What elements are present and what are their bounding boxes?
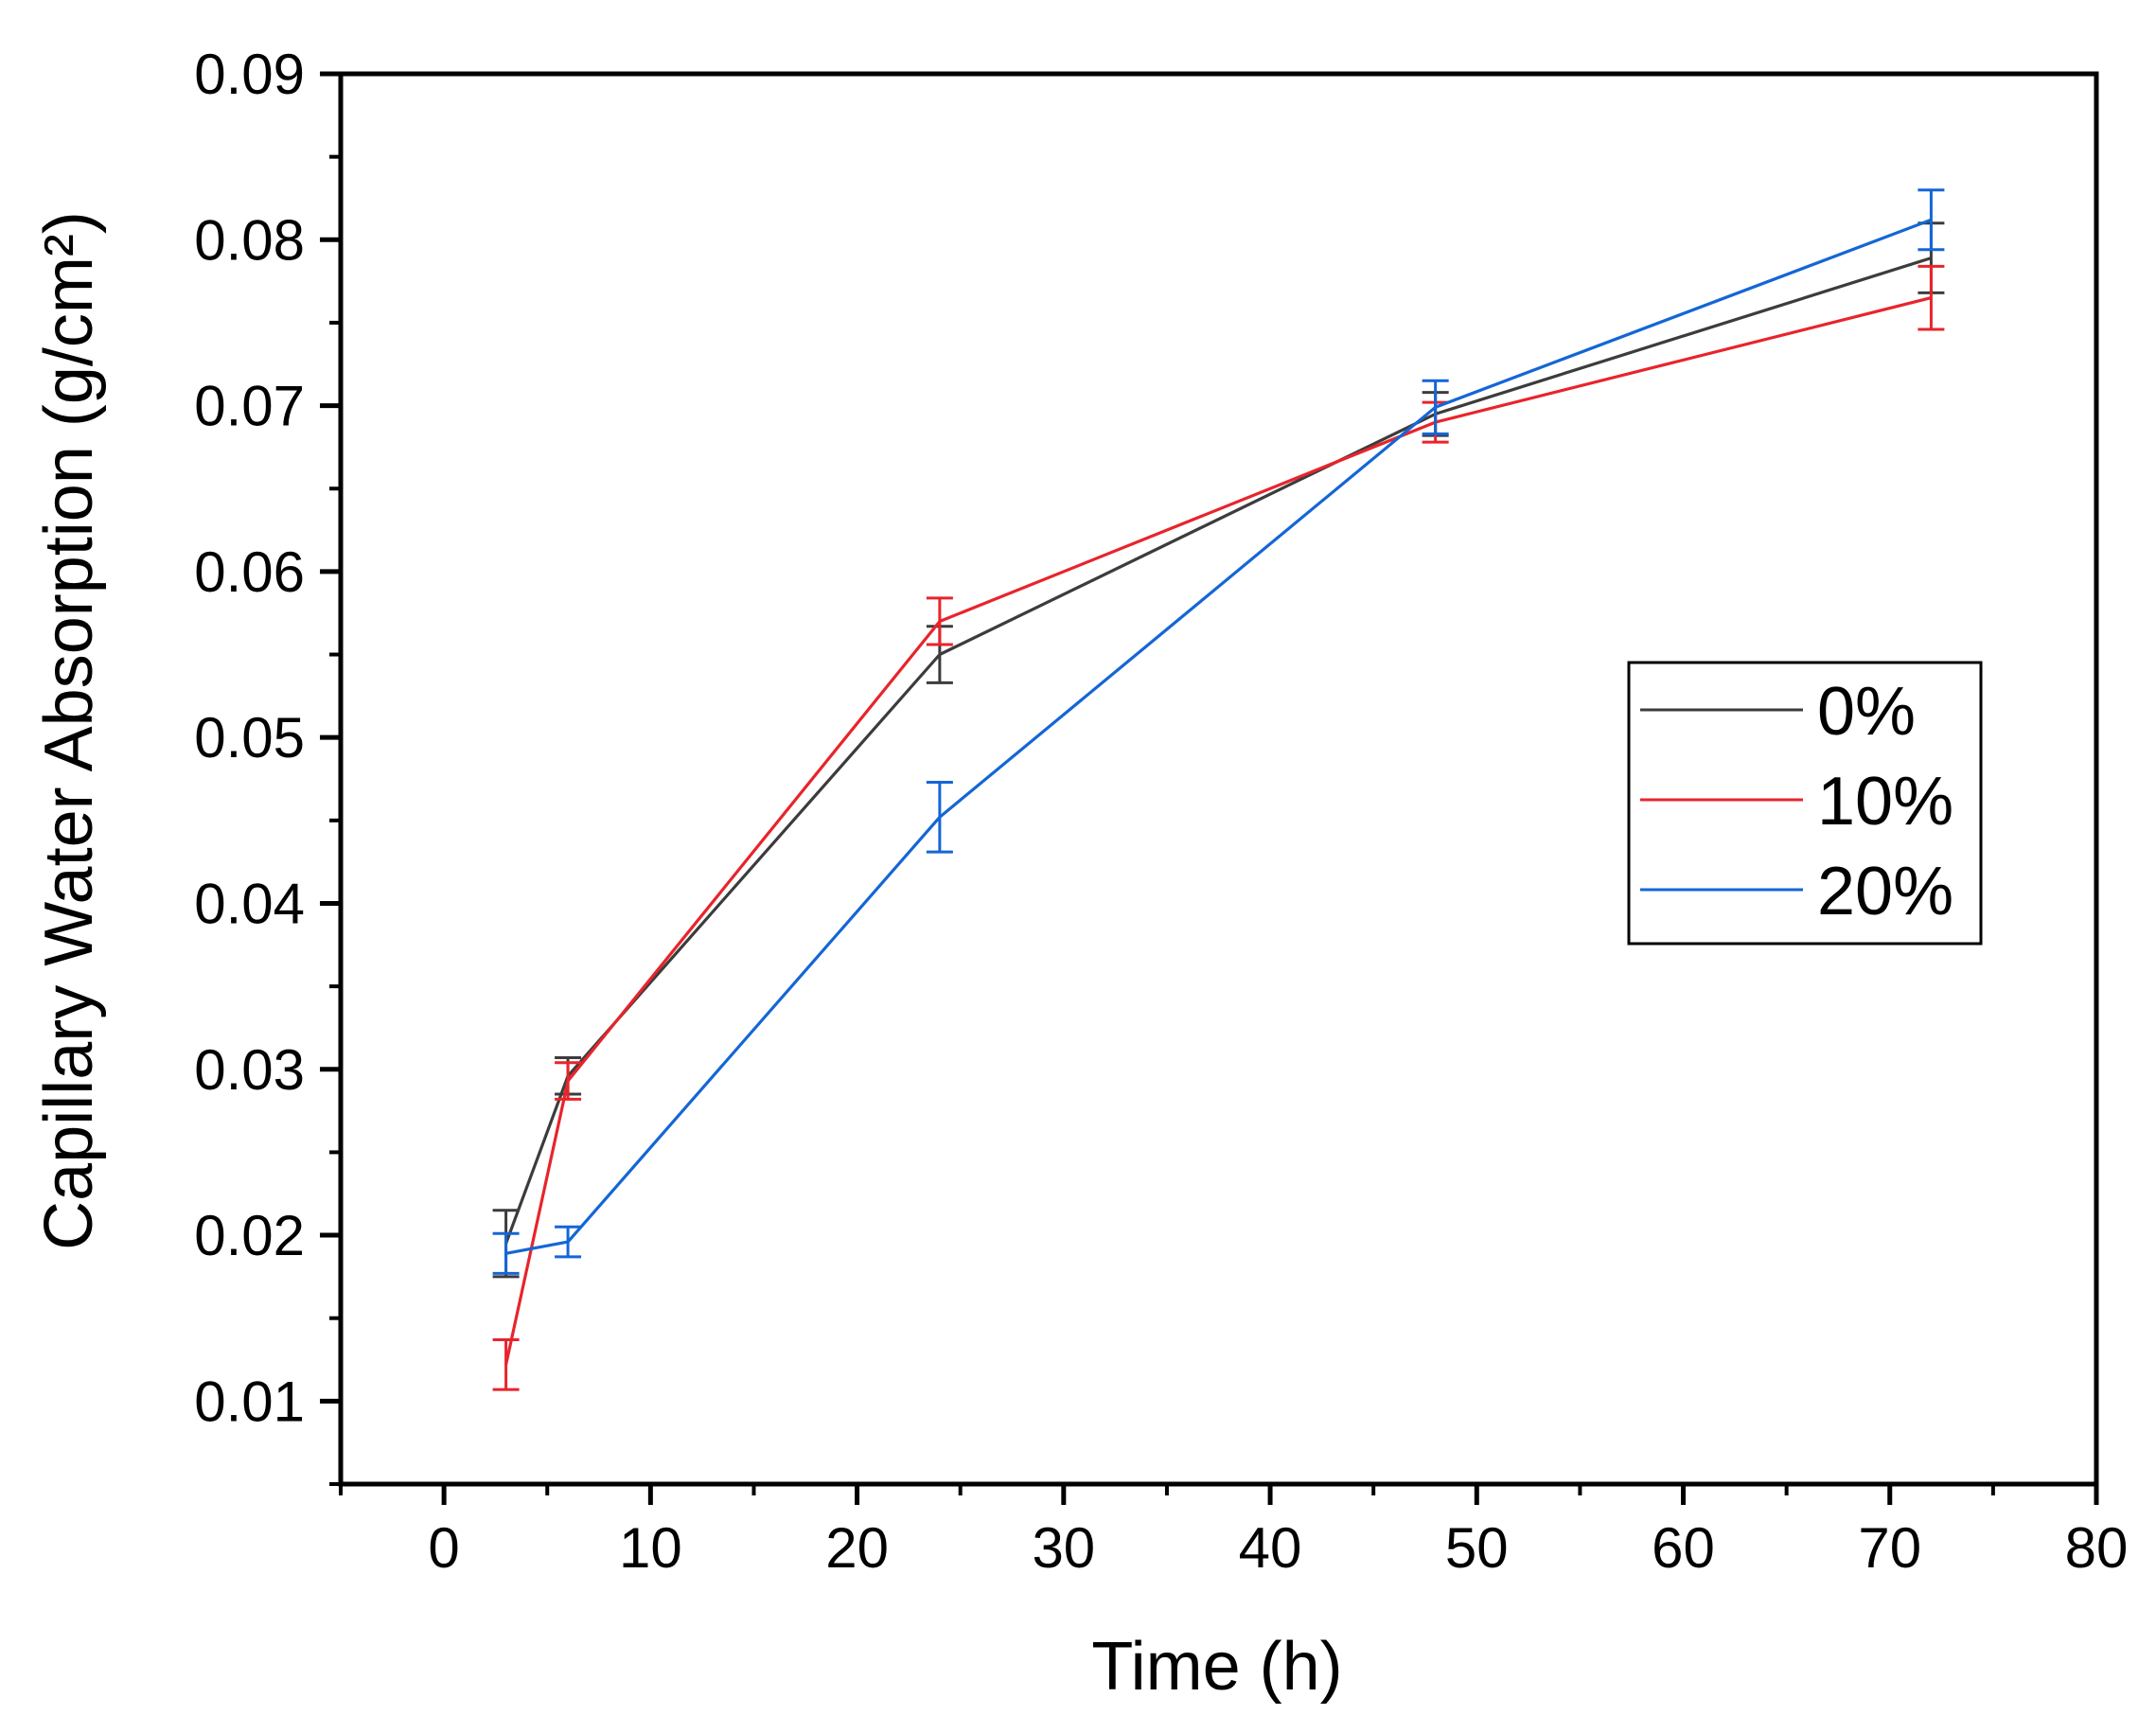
x-axis-title: Time (h): [1091, 1629, 1342, 1705]
y-tick-label: 0.09: [194, 43, 305, 106]
x-tick-label: 10: [619, 1516, 682, 1580]
y-tick-label: 0.03: [194, 1038, 305, 1102]
x-tick-label: 80: [2065, 1516, 2129, 1580]
x-tick-label: 0: [428, 1516, 459, 1580]
y-tick-label: 0.04: [194, 872, 305, 935]
x-tick-label: 40: [1239, 1516, 1302, 1580]
y-tick-label: 0.06: [194, 540, 305, 604]
legend: 0% 10% 20%: [1627, 661, 1983, 946]
legend-label: 10%: [1817, 764, 1953, 840]
x-tick-label: 20: [825, 1516, 889, 1580]
y-tick-label: 0.01: [194, 1370, 305, 1433]
legend-label: 20%: [1817, 854, 1953, 929]
y-tick-label: 0.05: [194, 706, 305, 769]
legend-label: 0%: [1817, 674, 1916, 750]
x-tick-label: 60: [1652, 1516, 1715, 1580]
y-axis-title: Capillary Water Absorption (g/cm²): [31, 211, 107, 1250]
y-tick-label: 0.07: [194, 375, 305, 438]
x-tick-label: 50: [1445, 1516, 1509, 1580]
x-tick-label: 70: [1858, 1516, 1921, 1580]
y-tick-label: 0.02: [194, 1204, 305, 1267]
plot-layer: [492, 188, 1945, 1391]
plot-frame: [338, 71, 2099, 1487]
axes-layer: 0.01 0.02 0.03 0.04 0.05 0.06 0.07 0.08 0.09 0 10 2…: [194, 43, 2128, 1580]
y-tick-label: 0.08: [194, 208, 305, 272]
x-tick-label: 30: [1032, 1516, 1095, 1580]
